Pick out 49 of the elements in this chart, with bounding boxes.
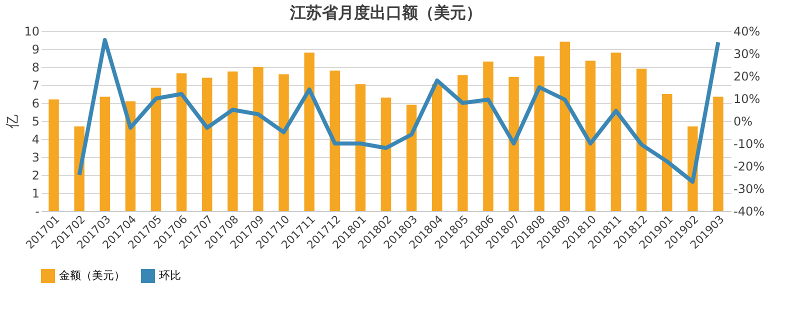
bar (560, 42, 570, 211)
y-tick-label: 6 (32, 96, 40, 110)
line-series (77, 38, 720, 184)
bar (406, 104, 417, 211)
y-tick-label: 2 (32, 168, 40, 182)
chart-title: 江苏省月度出口额（美元） (289, 3, 482, 22)
bar (304, 52, 314, 211)
bar (636, 68, 647, 211)
bar (458, 75, 468, 211)
bar (585, 60, 596, 211)
bar (662, 94, 672, 211)
y2-tick-label: 40% (734, 24, 760, 38)
legend-label: 环比 (159, 269, 181, 282)
y2-tick-label: -40% (734, 204, 765, 218)
bar (253, 67, 264, 211)
bar (483, 62, 494, 211)
y-tick-label: 5 (32, 114, 40, 128)
y-tick-label: 4 (32, 132, 40, 146)
y-axis-title: 亿 (5, 114, 22, 130)
y-tick-label: 8 (32, 60, 40, 74)
bar (534, 56, 544, 211)
y-tick-label: - (35, 204, 40, 218)
bar (176, 73, 187, 211)
y2-tick-label: 30% (734, 47, 760, 61)
y-tick-label: 9 (32, 42, 40, 56)
y2-tick-label: 20% (734, 70, 760, 84)
y2-tick-label: -30% (734, 182, 765, 196)
bar (150, 88, 162, 211)
y2-tick-label: 0% (734, 114, 753, 128)
bar (100, 96, 110, 211)
bar (508, 76, 519, 211)
y2-tick-label: 10% (734, 92, 760, 106)
bar (380, 98, 392, 211)
bar (432, 84, 442, 211)
bar (610, 52, 622, 211)
bar (278, 74, 289, 211)
y-tick-label: 7 (32, 78, 40, 92)
y-tick-label: 3 (32, 150, 40, 164)
y2-tick-label: -20% (734, 160, 765, 174)
bar (228, 72, 238, 211)
bar (713, 96, 724, 211)
bar (202, 78, 212, 211)
bar (48, 99, 59, 211)
y-tick-label: 1 (32, 186, 40, 200)
bar (330, 70, 340, 211)
legend-label: 金额（美元） (59, 269, 125, 282)
y2-tick-label: -10% (734, 137, 765, 151)
bar (355, 84, 366, 211)
y-tick-label: 10 (24, 24, 40, 38)
